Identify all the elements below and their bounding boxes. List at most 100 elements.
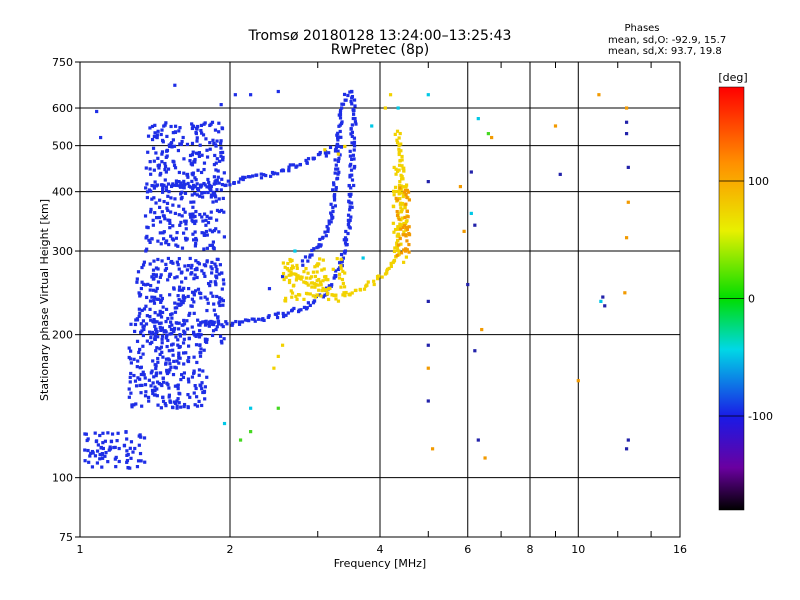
data-point xyxy=(159,294,163,298)
data-point xyxy=(215,267,219,272)
data-point xyxy=(195,139,199,143)
data-point xyxy=(426,343,430,347)
data-point xyxy=(124,430,128,434)
data-point xyxy=(143,383,148,387)
data-point xyxy=(624,120,629,124)
data-point xyxy=(186,405,190,409)
data-point xyxy=(142,307,147,311)
data-point xyxy=(289,289,293,293)
data-point xyxy=(165,239,169,243)
data-point xyxy=(176,343,180,347)
data-point xyxy=(333,204,337,208)
data-point xyxy=(349,215,353,219)
data-point xyxy=(391,221,395,225)
data-point xyxy=(154,374,158,378)
data-point xyxy=(343,241,348,245)
data-point xyxy=(180,280,184,284)
data-point xyxy=(215,294,219,299)
data-point xyxy=(403,188,407,193)
data-point xyxy=(170,332,174,336)
data-point xyxy=(407,250,411,254)
data-point xyxy=(292,306,296,311)
data-point xyxy=(249,406,253,410)
data-point xyxy=(195,136,199,140)
data-point xyxy=(200,387,204,391)
data-point xyxy=(135,365,139,369)
data-point xyxy=(168,400,172,404)
data-point xyxy=(257,317,261,321)
data-point xyxy=(150,295,154,299)
data-point xyxy=(182,402,187,407)
data-point xyxy=(201,369,205,373)
data-point xyxy=(164,361,168,365)
data-point xyxy=(175,260,179,264)
data-point xyxy=(199,123,204,128)
data-point xyxy=(473,223,477,227)
data-point xyxy=(318,280,323,284)
data-point xyxy=(216,169,220,173)
data-point xyxy=(164,319,168,324)
data-point xyxy=(152,168,156,172)
data-point xyxy=(208,228,212,232)
data-point xyxy=(143,214,148,218)
data-point xyxy=(156,129,160,133)
data-point xyxy=(327,222,331,226)
data-point xyxy=(171,224,175,228)
data-point xyxy=(108,445,112,449)
data-point xyxy=(156,403,160,407)
data-point xyxy=(197,262,202,266)
data-point xyxy=(167,395,171,399)
data-point xyxy=(159,382,163,387)
data-point xyxy=(190,193,194,197)
data-point xyxy=(334,293,338,297)
data-point xyxy=(404,185,408,189)
data-point xyxy=(148,262,152,266)
data-point xyxy=(395,253,399,257)
data-point xyxy=(262,173,266,177)
data-point xyxy=(399,206,403,210)
data-point xyxy=(626,438,630,442)
data-point xyxy=(370,124,374,128)
data-point xyxy=(101,441,105,445)
data-point xyxy=(190,271,194,275)
data-point xyxy=(203,295,207,299)
data-point xyxy=(128,357,133,361)
data-point xyxy=(182,157,186,161)
data-point xyxy=(156,257,160,262)
data-point xyxy=(358,287,362,292)
data-point xyxy=(172,160,176,164)
data-point xyxy=(173,211,177,216)
data-point xyxy=(172,329,176,334)
data-point xyxy=(215,208,220,213)
data-point xyxy=(188,159,192,163)
data-point xyxy=(395,169,400,173)
data-point xyxy=(181,135,185,140)
data-point xyxy=(336,172,340,176)
data-point xyxy=(349,99,353,104)
data-point xyxy=(219,151,223,155)
data-point xyxy=(163,217,167,221)
data-point xyxy=(404,247,408,251)
data-point xyxy=(166,370,170,374)
data-point xyxy=(93,454,98,458)
data-point xyxy=(336,138,340,142)
data-point xyxy=(398,222,402,226)
data-point xyxy=(193,230,197,234)
data-point xyxy=(284,296,288,300)
data-point xyxy=(154,201,158,205)
data-point xyxy=(177,170,181,175)
data-point xyxy=(205,337,209,342)
data-point xyxy=(171,131,175,135)
data-point xyxy=(156,360,160,364)
data-point xyxy=(125,458,130,463)
data-point xyxy=(218,303,222,308)
data-point xyxy=(205,155,210,159)
data-point xyxy=(195,266,199,270)
stats-heading: Phases xyxy=(624,23,659,34)
data-point xyxy=(160,334,165,338)
data-point xyxy=(426,299,430,303)
data-point xyxy=(404,183,409,187)
data-point xyxy=(175,404,179,408)
data-point xyxy=(170,145,174,149)
colorbar-ticks: 100 0 -100 xyxy=(719,175,773,423)
